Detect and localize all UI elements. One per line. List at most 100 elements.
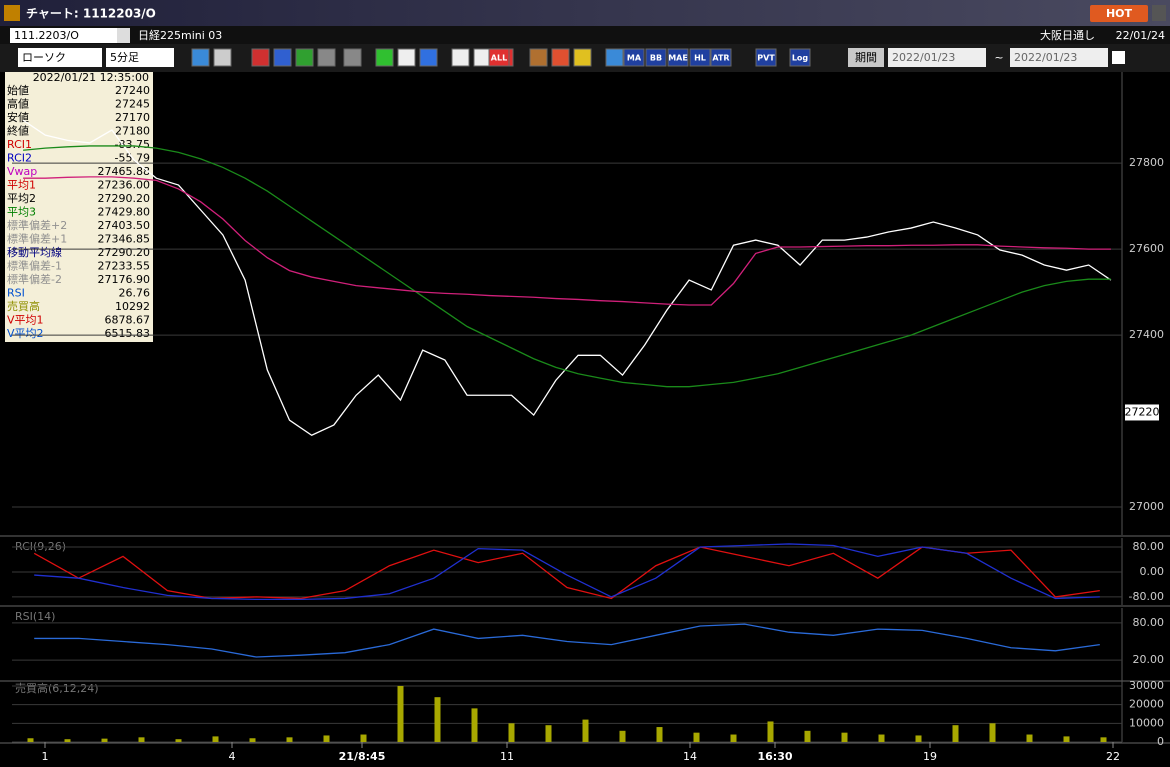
info-value: 27180: [115, 125, 150, 138]
tool-button[interactable]: [755, 48, 777, 67]
x-tick-label: 4: [229, 750, 236, 763]
info-label: RCI1: [7, 138, 32, 151]
tool-button[interactable]: [667, 48, 689, 67]
y-tick-label: 80.00: [1133, 540, 1165, 553]
volume-bar: [915, 735, 922, 742]
from-date-input[interactable]: [888, 48, 986, 67]
info-value: 27233.55: [98, 260, 151, 273]
info-value: 27236.00: [98, 179, 151, 192]
tool-button[interactable]: [375, 48, 394, 67]
y-tick-label: 27000: [1129, 500, 1164, 513]
volume-bar: [138, 737, 145, 742]
info-label: 標準偏差+1: [7, 232, 67, 246]
volume-bar: [841, 732, 848, 742]
info-value: 27170: [115, 111, 150, 124]
header-bar: [0, 26, 1170, 44]
volume-bar: [656, 727, 663, 742]
chart-type-select[interactable]: [18, 48, 102, 67]
y-tick-label: 27800: [1129, 156, 1164, 169]
tool-button[interactable]: [295, 48, 314, 67]
volume-bar: [508, 723, 515, 742]
info-label: 移動平均線: [7, 245, 62, 259]
info-value: 27290.20: [98, 192, 151, 205]
tool-button[interactable]: [529, 48, 548, 67]
info-value: 27290.20: [98, 246, 151, 259]
x-tick-label: 1: [42, 750, 49, 763]
info-label: V平均1: [7, 314, 44, 327]
tool-button[interactable]: [397, 48, 416, 67]
hot-label[interactable]: HOT: [1106, 7, 1133, 20]
tool-button[interactable]: [488, 48, 510, 67]
volume-bar: [804, 730, 811, 742]
volume-bar: [101, 738, 108, 742]
info-label: 売買高: [7, 299, 40, 313]
y-tick-label: 10000: [1129, 716, 1164, 729]
tool-button[interactable]: [645, 48, 667, 67]
tool-button[interactable]: [251, 48, 270, 67]
tool-button[interactable]: [317, 48, 336, 67]
tool-button[interactable]: [191, 48, 210, 67]
code-text: 111.2203/O: [14, 29, 79, 42]
close-button[interactable]: [1152, 5, 1166, 21]
tool-button[interactable]: [689, 48, 711, 67]
hot-button[interactable]: [1090, 5, 1148, 22]
volume-bar: [989, 723, 996, 742]
tool-button[interactable]: [451, 48, 470, 67]
tool-button[interactable]: [710, 48, 732, 67]
info-value: 27176.90: [98, 273, 151, 286]
info-label: V平均2: [7, 327, 44, 340]
volume-bar: [767, 721, 774, 742]
tool-button[interactable]: [789, 48, 811, 67]
period-button[interactable]: [848, 48, 884, 67]
tool-button[interactable]: [419, 48, 438, 67]
tool-button[interactable]: [213, 48, 232, 67]
code-dropdown[interactable]: [117, 28, 130, 43]
tool-button-label: HL: [694, 54, 706, 63]
app-icon: [4, 5, 20, 21]
volume-bar: [64, 739, 71, 742]
tool-button[interactable]: [605, 48, 624, 67]
y-tick-label: 0: [1157, 735, 1164, 748]
info-label: 標準偏差-1: [7, 259, 62, 273]
tool-button[interactable]: [273, 48, 292, 67]
tool-button[interactable]: [473, 48, 492, 67]
y-tick-label: 80.00: [1133, 616, 1165, 629]
info-label: 終値: [7, 124, 29, 138]
series-line: [23, 176, 1111, 306]
info-label: Vwap: [7, 165, 37, 178]
x-tick-label: 14: [683, 750, 697, 763]
y-tick-label: 30000: [1129, 679, 1164, 692]
y-tick-label: 20000: [1129, 698, 1164, 711]
title-bar: [0, 0, 1170, 26]
tool-button[interactable]: [343, 48, 362, 67]
volume-bar: [360, 734, 367, 742]
tool-button-label: BB: [650, 54, 662, 63]
window-title: チャート: 1112203/O: [26, 7, 156, 21]
series-line: [34, 623, 1100, 658]
info-panel: [5, 72, 153, 342]
info-label: 平均3: [7, 206, 36, 219]
info-value: 27346.85: [98, 233, 151, 246]
checkbox[interactable]: [1112, 51, 1125, 64]
interval: 5分足: [110, 51, 139, 64]
date-separator: ~: [994, 51, 1003, 64]
interval-select[interactable]: [106, 48, 174, 67]
tool-button[interactable]: [573, 48, 592, 67]
info-label: 標準偏差-2: [7, 272, 62, 286]
tool-button[interactable]: [551, 48, 570, 67]
volume-bar: [582, 719, 589, 742]
info-value: 26.76: [119, 287, 151, 300]
tool-button[interactable]: [623, 48, 645, 67]
volume-bar: [619, 730, 626, 742]
volume-bar: [286, 737, 293, 742]
info-value: 6878.67: [105, 314, 151, 327]
to-date-input[interactable]: [1010, 48, 1108, 67]
code-input[interactable]: [10, 28, 130, 43]
x-tick-label: 19: [923, 750, 937, 763]
volume-bar: [249, 738, 256, 742]
tool-button-label: MA: [627, 54, 642, 63]
x-tick-label: 11: [500, 750, 514, 763]
info-value: 6515.83: [105, 327, 151, 340]
volume-bar: [1026, 734, 1033, 742]
